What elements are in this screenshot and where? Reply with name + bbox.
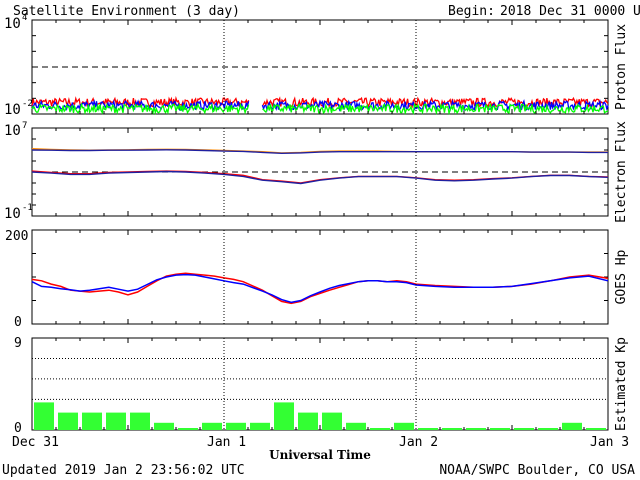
- electron-ytick-bottom-base: 10: [4, 206, 21, 222]
- kp-ylabel: Estimated Kp: [614, 337, 629, 431]
- kp-bar: [274, 402, 294, 430]
- kp-bar: [418, 428, 438, 430]
- kp-bar: [250, 422, 270, 430]
- credit-text: NOAA/SWPC Boulder, CO USA: [439, 463, 635, 478]
- begin-label: Begin:: [448, 4, 495, 19]
- hp-frame: [31, 229, 609, 325]
- proton-flux-panel: 10 4 10 -2 Proton Flux: [4, 13, 629, 118]
- kp-bar: [58, 412, 78, 430]
- kp-bar: [514, 428, 534, 430]
- kp-bar: [178, 428, 198, 430]
- kp-bar: [154, 422, 174, 430]
- kp-bar: [466, 428, 486, 430]
- hp-series-red: [31, 272, 609, 305]
- electron-ylabel: Electron Flux: [614, 121, 629, 223]
- kp-bar: [202, 422, 222, 430]
- xtick-jan3: Jan 3: [590, 435, 629, 450]
- begin-value: 2018 Dec 31 0000 UTC: [500, 4, 640, 19]
- proton-ylabel: Proton Flux: [614, 24, 629, 110]
- proton-ytick-top-base: 10: [4, 16, 21, 32]
- kp-bar: [562, 422, 582, 430]
- xtick-jan2: Jan 2: [399, 435, 438, 450]
- electron-ytick-top-exp: 7: [22, 121, 27, 131]
- kp-bar: [130, 412, 150, 430]
- hp-ylabel: GOES Hp: [614, 249, 629, 304]
- proton-ytick-top-exp: 4: [22, 13, 27, 23]
- estimated-kp-panel: 9 0 Estimated Kp: [14, 336, 629, 436]
- electron-flux-panel: 10 7 10 -1 Electron Flux: [4, 121, 629, 223]
- xtick-jan1: Jan 1: [207, 435, 246, 450]
- kp-bar: [298, 412, 318, 430]
- kp-bar: [106, 412, 126, 430]
- electron-series-3: [31, 170, 609, 185]
- kp-ytick-bottom: 0: [14, 421, 22, 436]
- hp-ytick-top: 200: [5, 229, 28, 244]
- kp-bar: [370, 428, 390, 430]
- xaxis-label: Universal Time: [269, 448, 371, 462]
- kp-bar: [586, 428, 606, 430]
- kp-bar: [346, 422, 366, 430]
- kp-bar: [442, 428, 462, 430]
- xtick-dec31: Dec 31: [12, 435, 59, 450]
- kp-bar: [322, 412, 342, 430]
- kp-bar: [394, 422, 414, 430]
- kp-bar: [490, 428, 510, 430]
- electron-ytick-bottom-exp: -1: [22, 203, 33, 213]
- electron-series-1: [31, 149, 608, 155]
- electron-ytick-top-base: 10: [4, 123, 21, 139]
- kp-bar: [226, 422, 246, 430]
- hp-series-blue: [31, 273, 609, 304]
- proton-ytick-bottom-base: 10: [4, 102, 21, 118]
- kp-bar: [82, 412, 102, 430]
- updated-timestamp: Updated 2019 Jan 2 23:56:02 UTC: [2, 463, 245, 478]
- goes-hp-panel: 200 0 GOES Hp: [5, 229, 629, 330]
- proton-ytick-bottom-exp: -2: [22, 99, 33, 109]
- kp-bar: [34, 402, 54, 430]
- plot-title: Satellite Environment (3 day): [13, 4, 240, 19]
- kp-bar: [538, 428, 558, 430]
- kp-ytick-top: 9: [14, 336, 22, 351]
- hp-ytick-bottom: 0: [14, 315, 22, 330]
